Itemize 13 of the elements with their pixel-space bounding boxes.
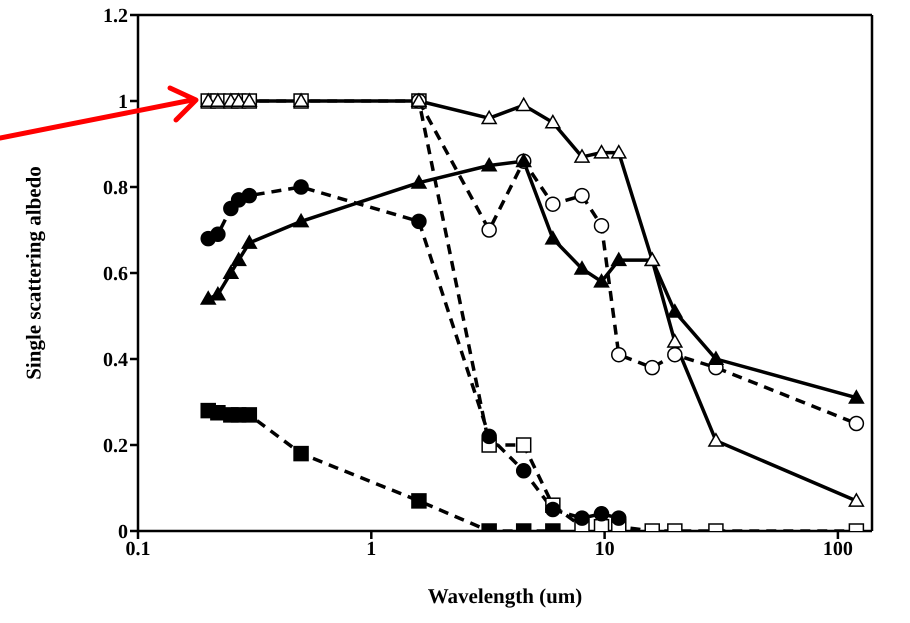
y-tick-label: 0.6 xyxy=(103,263,128,286)
y-tick-label: 0.4 xyxy=(103,349,128,372)
x-tick-label: 1 xyxy=(366,538,376,560)
y-tick-label: 0.8 xyxy=(103,177,128,200)
y-axis-title: Single scattering albedo xyxy=(21,166,46,380)
y-tick-label: 1.2 xyxy=(103,5,128,28)
x-tick-label: 10 xyxy=(594,538,615,560)
x-tick-label: 0.1 xyxy=(126,538,150,560)
x-axis-title: Wavelength (um) xyxy=(428,584,582,608)
x-tick-label: 100 xyxy=(822,538,853,560)
y-tick-label: 0.2 xyxy=(103,435,128,458)
y-tick-label: 1 xyxy=(118,91,128,114)
y-tick-label: 0 xyxy=(118,521,128,544)
